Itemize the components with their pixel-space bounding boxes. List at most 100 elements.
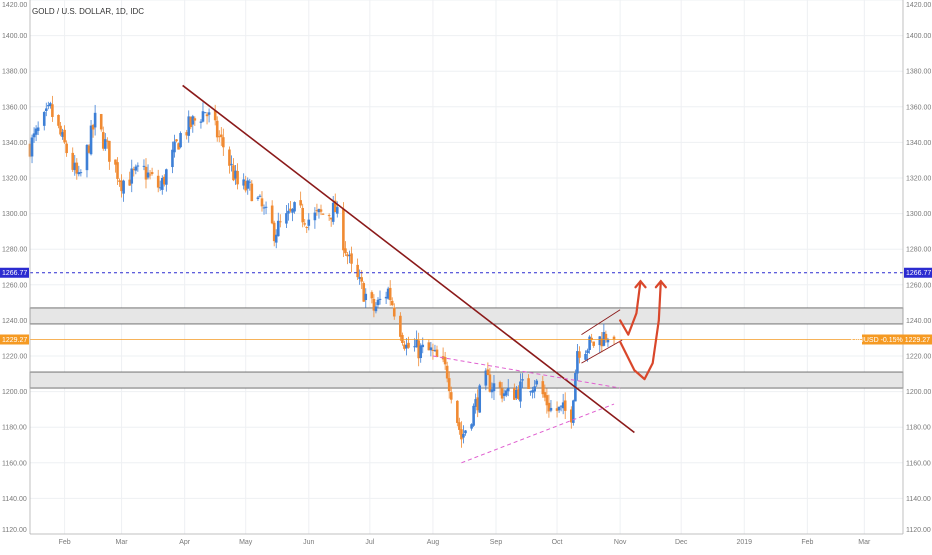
y-tick-label-right: 1140.00 <box>906 496 931 503</box>
y-tick-label-right: 1340.00 <box>906 140 931 147</box>
candle-body <box>484 370 488 386</box>
candle-body <box>87 145 91 153</box>
candle-body <box>606 339 610 343</box>
drawings <box>30 84 903 464</box>
candle-body <box>177 143 180 150</box>
candle-body <box>279 221 282 223</box>
y-tick-label-left: 1220.00 <box>2 354 27 361</box>
candle-body <box>71 152 75 170</box>
candle-body <box>246 180 250 189</box>
candle-body <box>65 143 68 154</box>
candle-body <box>274 234 278 243</box>
candle-body <box>59 125 62 135</box>
candle-body <box>476 397 479 411</box>
candle-body <box>333 200 337 213</box>
candle-body <box>73 162 77 171</box>
candle-body <box>413 346 416 348</box>
candle-body <box>258 195 262 197</box>
candle-body <box>34 128 38 135</box>
candle-body <box>114 159 117 165</box>
candle-body <box>89 125 93 155</box>
candle-body <box>77 172 81 175</box>
candle-body <box>460 429 463 440</box>
target-level-tag-right-text: 1266.77 <box>906 270 931 277</box>
candle-body <box>474 399 477 407</box>
candle-body <box>472 405 475 426</box>
candle-body <box>527 378 530 390</box>
candle-body <box>356 264 359 278</box>
y-tick-label-left: 1160.00 <box>2 460 27 467</box>
candle-body <box>106 140 109 142</box>
candle-body <box>588 336 591 350</box>
candle-body <box>205 114 209 117</box>
candle-body <box>287 210 290 214</box>
candle-body <box>449 392 453 400</box>
candle-body <box>313 212 317 221</box>
candle-body <box>103 139 107 149</box>
candle-body <box>557 406 561 411</box>
candle-body <box>535 380 539 385</box>
candle-body <box>285 213 288 224</box>
candle-body <box>464 430 467 434</box>
last-price-tag-right-text: XAUUSD -0.15% 1229.27 <box>849 337 930 344</box>
candle-body <box>529 391 532 393</box>
candle-body <box>555 408 559 411</box>
candle-body <box>329 217 333 220</box>
resistance-zone <box>29 307 904 325</box>
y-tick-label-left: 1260.00 <box>2 282 27 289</box>
candle-body <box>199 121 203 123</box>
y-tick-label-right: 1120.00 <box>906 527 931 534</box>
candle-body <box>478 385 482 413</box>
candle-body <box>531 390 534 393</box>
candle-body <box>57 114 60 126</box>
candle-body <box>462 433 465 438</box>
y-tick-label-left: 1400.00 <box>2 33 27 40</box>
y-tick-label-left: 1420.00 <box>2 2 27 9</box>
candle-body <box>79 172 83 174</box>
candle-body <box>604 333 608 340</box>
candle-body <box>586 350 589 354</box>
candle-body <box>44 108 48 112</box>
candle-body <box>419 345 423 358</box>
candle-body <box>445 365 449 379</box>
target-level-tag-left-bg <box>0 267 29 278</box>
candle-body <box>612 336 616 340</box>
candle-body <box>305 226 309 228</box>
candle-body <box>506 387 510 392</box>
x-tick-label: Mar <box>858 539 871 546</box>
candle-body <box>346 254 349 257</box>
candle-body <box>189 116 193 128</box>
candle-body <box>234 170 237 179</box>
candle-body <box>584 353 587 360</box>
y-tick-label-right: 1180.00 <box>906 425 931 432</box>
last-price-tag-left-text: 1229.27 <box>2 337 27 344</box>
candle-body <box>93 112 97 128</box>
candle-body <box>456 400 459 423</box>
candle-body <box>348 255 351 257</box>
candle-body <box>207 112 211 115</box>
x-tick-label: Apr <box>179 539 191 546</box>
x-tick-label: Jun <box>303 539 314 546</box>
candle-body <box>502 393 506 396</box>
candle-body <box>504 390 508 396</box>
candle-body <box>399 315 402 337</box>
candle-body <box>319 209 323 212</box>
candle-body <box>458 422 461 430</box>
candle-body <box>576 351 579 374</box>
candle-body <box>515 389 518 399</box>
candle-body <box>492 383 496 392</box>
candle-body <box>32 133 36 138</box>
candle-body <box>447 378 451 392</box>
x-tick-label: Oct <box>552 539 563 546</box>
candle-body <box>513 388 516 400</box>
y-tick-label-right: 1300.00 <box>906 211 931 218</box>
candle-body <box>289 208 292 211</box>
candle-body <box>386 288 390 299</box>
candle-body <box>91 125 95 130</box>
candle-body <box>342 208 345 251</box>
candle-body <box>376 299 380 306</box>
candle-body <box>63 129 66 143</box>
